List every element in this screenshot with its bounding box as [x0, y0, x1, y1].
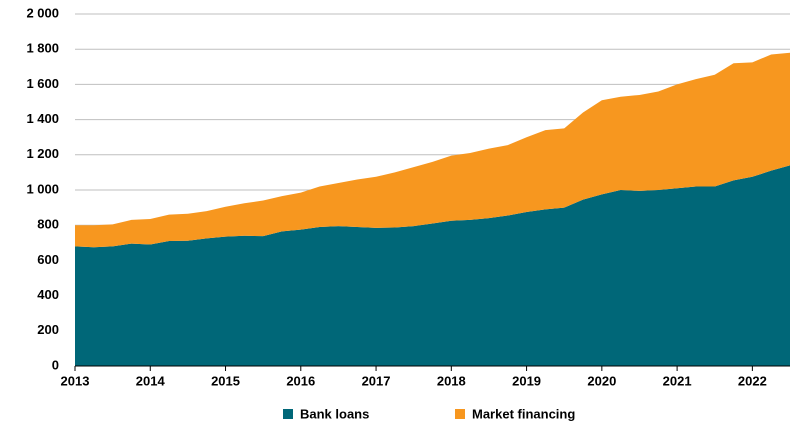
y-tick-label: 2 000 [26, 5, 59, 20]
y-tick-label: 0 [52, 357, 59, 372]
y-tick-label: 1 600 [26, 76, 59, 91]
x-tick-label: 2013 [61, 373, 90, 388]
x-tick-label: 2014 [136, 373, 166, 388]
x-tick-label: 2018 [437, 373, 466, 388]
legend-label: Market financing [472, 406, 575, 421]
y-tick-label: 800 [37, 217, 59, 232]
x-tick-label: 2021 [663, 373, 692, 388]
area [75, 52, 790, 248]
x-tick-label: 2022 [738, 373, 767, 388]
y-tick-label: 1 000 [26, 181, 59, 196]
y-tick-label: 200 [37, 322, 59, 337]
y-tick-label: 600 [37, 252, 59, 267]
legend-swatch [455, 409, 465, 419]
y-tick-label: 1 800 [26, 41, 59, 56]
y-tick-label: 1 200 [26, 146, 59, 161]
x-tick-label: 2020 [587, 373, 616, 388]
legend-swatch [283, 409, 293, 419]
y-tick-label: 400 [37, 287, 59, 302]
x-tick-label: 2017 [362, 373, 391, 388]
area [75, 165, 790, 366]
x-tick-label: 2019 [512, 373, 541, 388]
x-tick-label: 2015 [211, 373, 240, 388]
x-tick-label: 2016 [286, 373, 315, 388]
legend-label: Bank loans [300, 406, 369, 421]
y-tick-label: 1 400 [26, 111, 59, 126]
